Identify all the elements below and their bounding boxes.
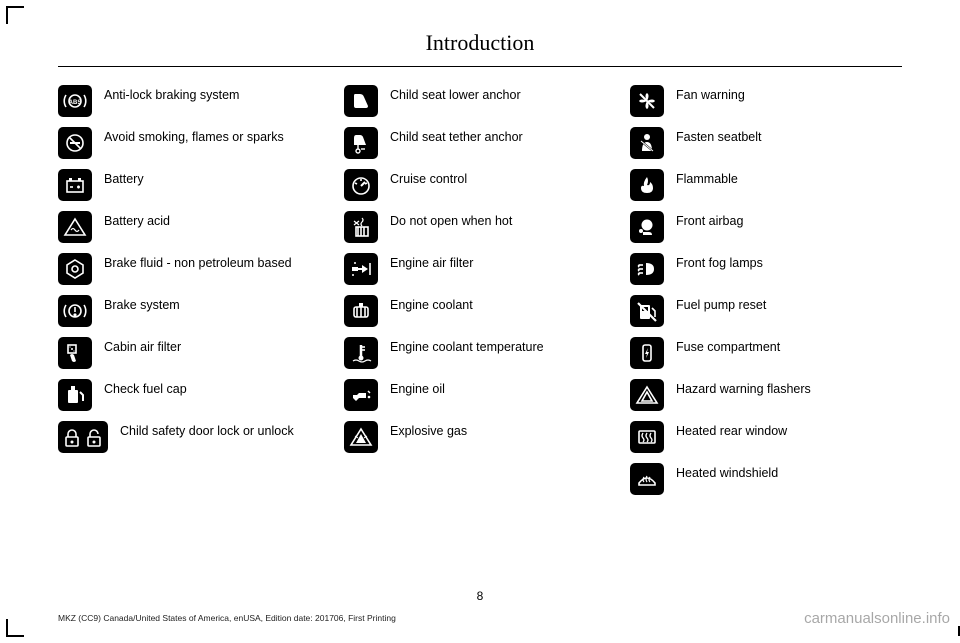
symbol-item: Brake fluid - non petroleum based <box>58 253 330 285</box>
symbol-item: Fuse compartment <box>630 337 902 369</box>
column-2: Child seat lower anchor Child seat tether… <box>344 85 616 495</box>
symbol-label: Explosive gas <box>390 421 467 439</box>
symbol-label: Hazard warning flashers <box>676 379 811 397</box>
symbol-label: Battery acid <box>104 211 170 229</box>
page-title: Introduction <box>58 30 902 56</box>
symbol-label: Engine coolant temperature <box>390 337 544 355</box>
symbol-label: Fuse compartment <box>676 337 780 355</box>
symbol-item: Hazard warning flashers <box>630 379 902 411</box>
symbol-item: Cruise control <box>344 169 616 201</box>
symbol-label: Battery <box>104 169 144 187</box>
symbol-item: Child seat lower anchor <box>344 85 616 117</box>
symbol-label: Child seat tether anchor <box>390 127 523 145</box>
symbol-label: Fasten seatbelt <box>676 127 761 145</box>
symbol-label: Do not open when hot <box>390 211 512 229</box>
symbol-label: Front airbag <box>676 211 743 229</box>
explosive-gas-icon <box>344 421 378 453</box>
symbol-label: Cabin air filter <box>104 337 181 355</box>
fan-warning-icon <box>630 85 664 117</box>
battery-icon <box>58 169 92 201</box>
flammable-icon <box>630 169 664 201</box>
symbol-item: Flammable <box>630 169 902 201</box>
symbol-item: Child safety door lock or unlock <box>58 421 330 453</box>
brake-system-icon <box>58 295 92 327</box>
column-3: Fan warning Fasten seatbelt Flammable Front… <box>630 85 902 495</box>
symbol-item: Explosive gas <box>344 421 616 453</box>
symbol-label: Engine air filter <box>390 253 473 271</box>
page-content: Introduction ABS Anti-lock braking system… <box>58 30 902 613</box>
watermark: carmanualsonline.info <box>804 610 950 627</box>
title-rule <box>58 66 902 67</box>
symbol-label: Heated rear window <box>676 421 787 439</box>
no-smoking-icon <box>58 127 92 159</box>
fuse-compartment-icon <box>630 337 664 369</box>
symbol-item: Cabin air filter <box>58 337 330 369</box>
symbol-label: Brake system <box>104 295 180 313</box>
symbol-label: Engine coolant <box>390 295 473 313</box>
child-seat-tether-icon <box>344 127 378 159</box>
symbol-item: Engine coolant temperature <box>344 337 616 369</box>
child-seat-lower-icon <box>344 85 378 117</box>
symbol-item: Engine air filter <box>344 253 616 285</box>
symbol-item: Heated rear window <box>630 421 902 453</box>
symbol-item: Battery acid <box>58 211 330 243</box>
symbol-label: Child seat lower anchor <box>390 85 521 103</box>
abs-icon: ABS <box>58 85 92 117</box>
symbol-item: Avoid smoking, flames or sparks <box>58 127 330 159</box>
symbol-item: Front fog lamps <box>630 253 902 285</box>
column-1: ABS Anti-lock braking system Avoid smoking… <box>58 85 330 495</box>
cabin-air-filter-icon <box>58 337 92 369</box>
symbol-item: Heated windshield <box>630 463 902 495</box>
symbol-label: Avoid smoking, flames or sparks <box>104 127 284 145</box>
symbol-label: Engine oil <box>390 379 445 397</box>
symbol-item: Brake system <box>58 295 330 327</box>
symbol-label: Fan warning <box>676 85 745 103</box>
symbol-item: ABS Anti-lock braking system <box>58 85 330 117</box>
crop-mark-bottom-left <box>6 619 24 637</box>
heated-windshield-icon <box>630 463 664 495</box>
symbol-item: Fuel pump reset <box>630 295 902 327</box>
front-fog-lamps-icon <box>630 253 664 285</box>
symbol-item: Fan warning <box>630 85 902 117</box>
svg-text:ABS: ABS <box>69 100 82 106</box>
check-fuel-cap-icon <box>58 379 92 411</box>
footer-text: MKZ (CC9) Canada/United States of Americ… <box>58 613 396 623</box>
engine-oil-icon <box>344 379 378 411</box>
front-airbag-icon <box>630 211 664 243</box>
symbol-label: Child safety door lock or unlock <box>120 421 294 439</box>
fasten-seatbelt-icon <box>630 127 664 159</box>
symbol-label: Anti-lock braking system <box>104 85 239 103</box>
symbol-label: Check fuel cap <box>104 379 187 397</box>
symbol-columns: ABS Anti-lock braking system Avoid smoking… <box>58 85 902 495</box>
symbol-item: Battery <box>58 169 330 201</box>
symbol-label: Fuel pump reset <box>676 295 766 313</box>
do-not-open-hot-icon <box>344 211 378 243</box>
hazard-flashers-icon <box>630 379 664 411</box>
symbol-item: Child seat tether anchor <box>344 127 616 159</box>
page-number: 8 <box>0 589 960 603</box>
cruise-control-icon <box>344 169 378 201</box>
symbol-item: Fasten seatbelt <box>630 127 902 159</box>
engine-coolant-icon <box>344 295 378 327</box>
symbol-label: Brake fluid - non petroleum based <box>104 253 292 271</box>
symbol-label: Cruise control <box>390 169 467 187</box>
symbol-item: Check fuel cap <box>58 379 330 411</box>
symbol-item: Front airbag <box>630 211 902 243</box>
symbol-label: Heated windshield <box>676 463 778 481</box>
brake-fluid-icon <box>58 253 92 285</box>
crop-mark-top-left <box>6 6 24 24</box>
symbol-item: Engine oil <box>344 379 616 411</box>
symbol-label: Flammable <box>676 169 738 187</box>
symbol-label: Front fog lamps <box>676 253 763 271</box>
battery-acid-icon <box>58 211 92 243</box>
symbol-item: Engine coolant <box>344 295 616 327</box>
heated-rear-window-icon <box>630 421 664 453</box>
fuel-pump-reset-icon <box>630 295 664 327</box>
engine-air-filter-icon <box>344 253 378 285</box>
engine-coolant-temp-icon <box>344 337 378 369</box>
symbol-item: Do not open when hot <box>344 211 616 243</box>
child-lock-icon <box>58 421 108 453</box>
